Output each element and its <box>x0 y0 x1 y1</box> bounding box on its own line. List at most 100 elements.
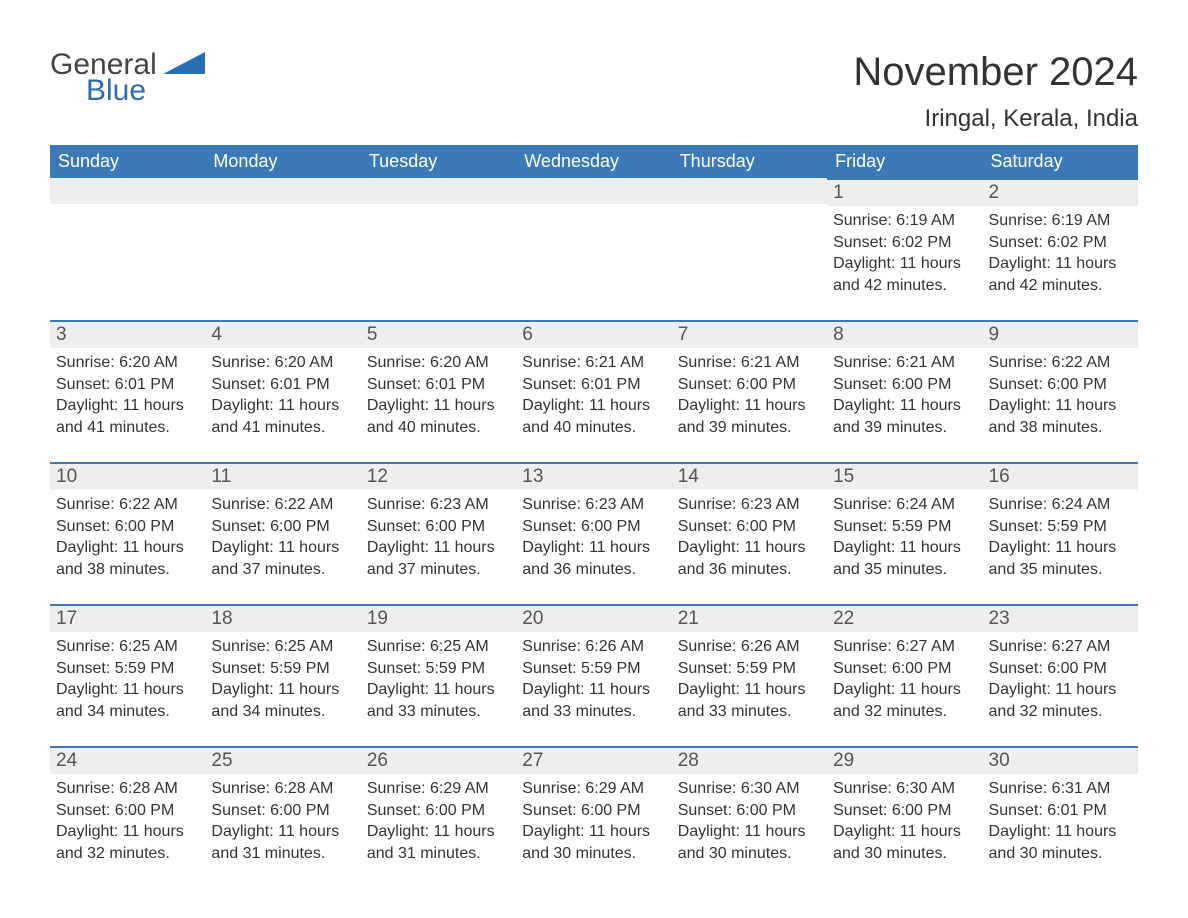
calendar-week-row: 17Sunrise: 6:25 AMSunset: 5:59 PMDayligh… <box>50 604 1138 746</box>
day-number: 1 <box>827 180 982 206</box>
day-info: Sunrise: 6:25 AMSunset: 5:59 PMDaylight:… <box>205 632 360 722</box>
day-wrap: 24Sunrise: 6:28 AMSunset: 6:00 PMDayligh… <box>50 746 205 888</box>
day-wrap: 25Sunrise: 6:28 AMSunset: 6:00 PMDayligh… <box>205 746 360 888</box>
day-wrap: 14Sunrise: 6:23 AMSunset: 6:00 PMDayligh… <box>672 462 827 604</box>
sunrise-text: Sunrise: 6:25 AM <box>211 636 354 658</box>
calendar-day-cell: 24Sunrise: 6:28 AMSunset: 6:00 PMDayligh… <box>50 746 205 888</box>
calendar-day-cell: 26Sunrise: 6:29 AMSunset: 6:00 PMDayligh… <box>361 746 516 888</box>
daylight-text-2: and 35 minutes. <box>833 559 976 581</box>
calendar-day-cell: 17Sunrise: 6:25 AMSunset: 5:59 PMDayligh… <box>50 604 205 746</box>
location: Iringal, Kerala, India <box>853 105 1138 133</box>
calendar-day-cell: 28Sunrise: 6:30 AMSunset: 6:00 PMDayligh… <box>672 746 827 888</box>
calendar-day-cell: 11Sunrise: 6:22 AMSunset: 6:00 PMDayligh… <box>205 462 360 604</box>
day-info: Sunrise: 6:27 AMSunset: 6:00 PMDaylight:… <box>827 632 982 722</box>
calendar-day-cell: 5Sunrise: 6:20 AMSunset: 6:01 PMDaylight… <box>361 320 516 462</box>
daylight-text-1: Daylight: 11 hours <box>56 537 199 559</box>
calendar-day-cell <box>672 178 827 320</box>
sunset-text: Sunset: 6:02 PM <box>989 232 1132 254</box>
day-info: Sunrise: 6:19 AMSunset: 6:02 PMDaylight:… <box>983 206 1138 296</box>
daylight-text-2: and 30 minutes. <box>678 843 821 865</box>
sunrise-text: Sunrise: 6:20 AM <box>56 352 199 374</box>
sunset-text: Sunset: 6:00 PM <box>833 800 976 822</box>
day-number: 22 <box>827 606 982 632</box>
empty-day-num <box>516 178 671 204</box>
day-number: 2 <box>983 180 1138 206</box>
day-info: Sunrise: 6:19 AMSunset: 6:02 PMDaylight:… <box>827 206 982 296</box>
day-number: 30 <box>983 748 1138 774</box>
day-wrap: 27Sunrise: 6:29 AMSunset: 6:00 PMDayligh… <box>516 746 671 888</box>
empty-day-num <box>50 178 205 204</box>
sunrise-text: Sunrise: 6:21 AM <box>833 352 976 374</box>
daylight-text-2: and 37 minutes. <box>367 559 510 581</box>
daylight-text-1: Daylight: 11 hours <box>833 253 976 275</box>
sunrise-text: Sunrise: 6:31 AM <box>989 778 1132 800</box>
calendar-week-row: 3Sunrise: 6:20 AMSunset: 6:01 PMDaylight… <box>50 320 1138 462</box>
day-info: Sunrise: 6:23 AMSunset: 6:00 PMDaylight:… <box>361 490 516 580</box>
sunrise-text: Sunrise: 6:30 AM <box>833 778 976 800</box>
sunset-text: Sunset: 5:59 PM <box>522 658 665 680</box>
weekday-header: Friday <box>827 145 982 178</box>
day-wrap: 7Sunrise: 6:21 AMSunset: 6:00 PMDaylight… <box>672 320 827 462</box>
calendar-day-cell: 12Sunrise: 6:23 AMSunset: 6:00 PMDayligh… <box>361 462 516 604</box>
calendar-day-cell <box>361 178 516 320</box>
sunset-text: Sunset: 6:02 PM <box>833 232 976 254</box>
daylight-text-1: Daylight: 11 hours <box>211 395 354 417</box>
calendar-day-cell: 23Sunrise: 6:27 AMSunset: 6:00 PMDayligh… <box>983 604 1138 746</box>
day-wrap: 16Sunrise: 6:24 AMSunset: 5:59 PMDayligh… <box>983 462 1138 604</box>
calendar-day-cell: 2Sunrise: 6:19 AMSunset: 6:02 PMDaylight… <box>983 178 1138 320</box>
day-number: 16 <box>983 464 1138 490</box>
daylight-text-1: Daylight: 11 hours <box>522 395 665 417</box>
sunset-text: Sunset: 6:00 PM <box>367 516 510 538</box>
daylight-text-1: Daylight: 11 hours <box>678 537 821 559</box>
day-info: Sunrise: 6:26 AMSunset: 5:59 PMDaylight:… <box>672 632 827 722</box>
daylight-text-1: Daylight: 11 hours <box>833 395 976 417</box>
page-header: General Blue November 2024 Iringal, Kera… <box>50 50 1138 133</box>
sunrise-text: Sunrise: 6:24 AM <box>833 494 976 516</box>
sunset-text: Sunset: 6:01 PM <box>522 374 665 396</box>
sunset-text: Sunset: 5:59 PM <box>367 658 510 680</box>
calendar-day-cell: 27Sunrise: 6:29 AMSunset: 6:00 PMDayligh… <box>516 746 671 888</box>
day-number: 28 <box>672 748 827 774</box>
daylight-text-2: and 32 minutes. <box>989 701 1132 723</box>
day-info: Sunrise: 6:29 AMSunset: 6:00 PMDaylight:… <box>516 774 671 864</box>
daylight-text-2: and 31 minutes. <box>211 843 354 865</box>
title-block: November 2024 Iringal, Kerala, India <box>853 50 1138 133</box>
daylight-text-2: and 39 minutes. <box>678 417 821 439</box>
day-number: 6 <box>516 322 671 348</box>
logo-text-blue: Blue <box>86 76 205 106</box>
sunrise-text: Sunrise: 6:28 AM <box>56 778 199 800</box>
day-number: 4 <box>205 322 360 348</box>
sunrise-text: Sunrise: 6:21 AM <box>678 352 821 374</box>
daylight-text-1: Daylight: 11 hours <box>989 537 1132 559</box>
sunset-text: Sunset: 6:00 PM <box>989 374 1132 396</box>
weekday-header: Thursday <box>672 145 827 178</box>
sunset-text: Sunset: 6:00 PM <box>678 800 821 822</box>
day-info: Sunrise: 6:20 AMSunset: 6:01 PMDaylight:… <box>205 348 360 438</box>
day-info: Sunrise: 6:22 AMSunset: 6:00 PMDaylight:… <box>205 490 360 580</box>
calendar-day-cell: 19Sunrise: 6:25 AMSunset: 5:59 PMDayligh… <box>361 604 516 746</box>
daylight-text-2: and 30 minutes. <box>522 843 665 865</box>
daylight-text-2: and 38 minutes. <box>56 559 199 581</box>
sunrise-text: Sunrise: 6:23 AM <box>522 494 665 516</box>
calendar-day-cell: 21Sunrise: 6:26 AMSunset: 5:59 PMDayligh… <box>672 604 827 746</box>
day-number: 7 <box>672 322 827 348</box>
calendar-day-cell: 1Sunrise: 6:19 AMSunset: 6:02 PMDaylight… <box>827 178 982 320</box>
daylight-text-1: Daylight: 11 hours <box>522 679 665 701</box>
calendar-day-cell: 8Sunrise: 6:21 AMSunset: 6:00 PMDaylight… <box>827 320 982 462</box>
daylight-text-2: and 30 minutes. <box>833 843 976 865</box>
logo-triangle-icon <box>163 52 205 74</box>
sunrise-text: Sunrise: 6:26 AM <box>678 636 821 658</box>
calendar-day-cell: 29Sunrise: 6:30 AMSunset: 6:00 PMDayligh… <box>827 746 982 888</box>
sunset-text: Sunset: 6:01 PM <box>367 374 510 396</box>
daylight-text-1: Daylight: 11 hours <box>56 395 199 417</box>
calendar-day-cell <box>516 178 671 320</box>
day-wrap: 30Sunrise: 6:31 AMSunset: 6:01 PMDayligh… <box>983 746 1138 888</box>
daylight-text-2: and 34 minutes. <box>211 701 354 723</box>
daylight-text-1: Daylight: 11 hours <box>678 821 821 843</box>
sunrise-text: Sunrise: 6:22 AM <box>211 494 354 516</box>
daylight-text-1: Daylight: 11 hours <box>367 821 510 843</box>
sunset-text: Sunset: 6:00 PM <box>211 800 354 822</box>
weekday-header: Monday <box>205 145 360 178</box>
day-info: Sunrise: 6:22 AMSunset: 6:00 PMDaylight:… <box>983 348 1138 438</box>
sunrise-text: Sunrise: 6:19 AM <box>833 210 976 232</box>
